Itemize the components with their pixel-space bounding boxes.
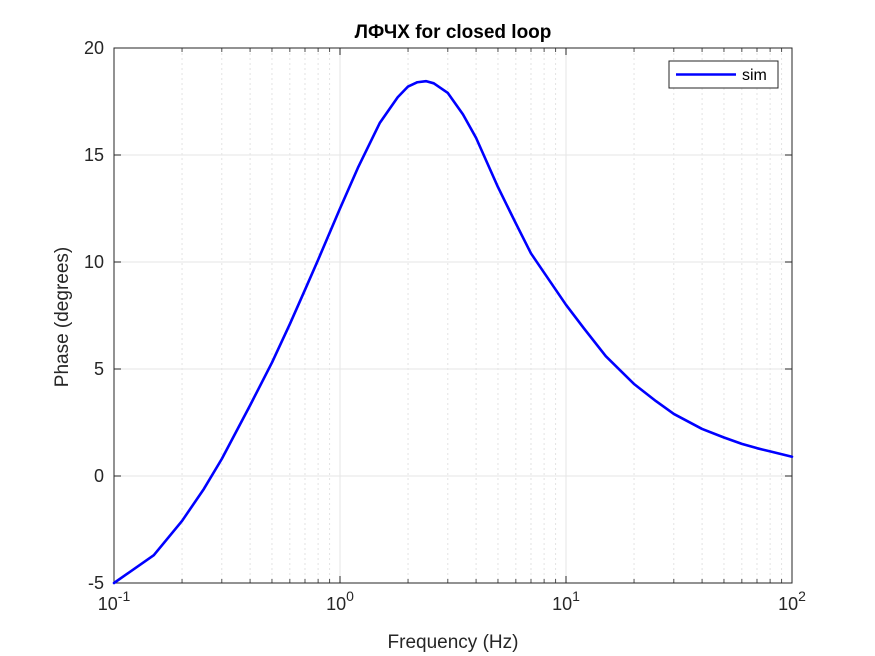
y-axis-label: Phase (degrees)	[52, 247, 73, 387]
axis-ticks	[113, 47, 793, 584]
legend-entry-sim: sim	[742, 67, 767, 84]
y-tick-label: -5	[88, 573, 104, 593]
y-tick-label: 15	[84, 145, 104, 165]
y-tick-label: 20	[84, 38, 104, 58]
minor-grid	[181, 48, 783, 583]
y-tick-labels: -5 0 5 10 15 20	[84, 38, 104, 593]
x-axis-label: Frequency (Hz)	[388, 632, 519, 653]
x-tick-label: 102	[778, 588, 806, 614]
plot-frame	[113, 47, 793, 584]
x-tick-label: 100	[326, 588, 354, 614]
chart-title: ЛФЧХ for closed loop	[355, 22, 552, 43]
series-line-sim	[112, 79, 794, 585]
y-tick-label: 10	[84, 252, 104, 272]
major-grid	[113, 47, 793, 584]
series-layer	[112, 79, 794, 585]
x-tick-label: 101	[552, 588, 580, 614]
x-tick-labels: 10-1 100 101 102	[98, 588, 806, 614]
legend: sim	[668, 60, 779, 89]
y-tick-label: 0	[94, 466, 104, 486]
y-tick-label: 5	[94, 359, 104, 379]
x-tick-label: 10-1	[98, 588, 131, 614]
